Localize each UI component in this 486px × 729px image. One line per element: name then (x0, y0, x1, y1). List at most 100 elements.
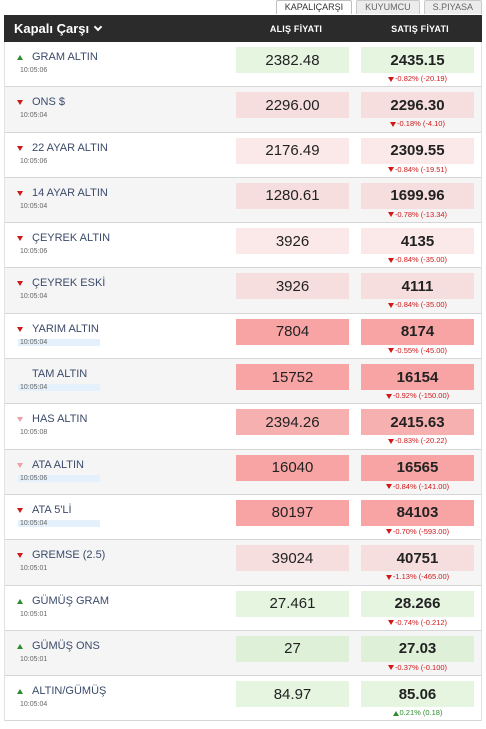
instrument-cell: ONS $ 10:05:04 (5, 87, 235, 131)
table-row[interactable]: ALTIN/GÜMÜŞ 10:05:04 84.97 85.06 0.21% (0.18… (5, 676, 481, 722)
instrument-name[interactable]: HAS ALTIN (32, 413, 88, 426)
instrument-name[interactable]: GÜMÜŞ ONS (32, 639, 100, 652)
triangle-up-icon (392, 710, 399, 716)
market-tabs: KAPALIÇARŞI KUYUMCU S.PIYASA (275, 0, 482, 14)
table-row[interactable]: TAM ALTIN 10:05:04 15752 16154 -0.92% (-150.… (5, 359, 481, 405)
table-row[interactable]: 22 AYAR ALTIN 10:05:06 2176.49 2309.55 -0.84… (5, 132, 481, 178)
ask-price: 4111 (361, 273, 474, 300)
trend-down-icon (17, 236, 23, 242)
instrument-cell: YARIM ALTIN 10:05:04 (5, 314, 235, 358)
market-selector[interactable]: Kapalı Çarşı (4, 21, 234, 36)
ask-price: 2309.55 (361, 137, 474, 164)
table-row[interactable]: GÜMÜŞ GRAM 10:05:01 27.461 28.266 -0.74% (-0… (5, 585, 481, 631)
instrument-name[interactable]: ÇEYREK ESKİ (32, 277, 106, 290)
tab-serbest-piyasa[interactable]: S.PIYASA (423, 0, 482, 14)
instrument-name[interactable]: GÜMÜŞ GRAM (32, 594, 109, 607)
ask-price: 40751 (361, 545, 474, 572)
price-change-text: -0.37% (-0.100) (394, 662, 448, 672)
tab-kuyumcu[interactable]: KUYUMCU (356, 0, 420, 14)
update-time: 10:05:06 (18, 474, 100, 482)
price-change-text: -0.55% (-45.00) (394, 345, 448, 355)
table-row[interactable]: ATA 5'Lİ 10:05:04 80197 84103 -0.70% (-593.0… (5, 494, 481, 541)
instrument-name[interactable]: GRAM ALTIN (32, 51, 98, 63)
trend-down-icon (17, 281, 23, 287)
instrument-cell: HAS ALTIN 10:05:08 (5, 404, 235, 448)
bid-price: 27.461 (236, 590, 349, 617)
bid-price: 80197 (236, 499, 349, 526)
price-change-text: -0.92% (-150.00) (392, 391, 450, 401)
instrument-cell: ATA ALTIN 10:05:06 (5, 450, 235, 494)
instrument-cell: GÜMÜŞ ONS 10:05:01 (5, 631, 235, 675)
instrument-name[interactable]: ATA ALTIN (32, 458, 84, 471)
instrument-cell: ATA 5'Lİ 10:05:04 (5, 495, 235, 539)
bid-price: 1280.61 (236, 182, 349, 209)
instrument-name[interactable]: ONS $ (32, 96, 66, 109)
ask-price: 16154 (361, 364, 474, 391)
update-time: 10:05:04 (18, 384, 100, 392)
triangle-down-icon (387, 257, 394, 263)
instrument-name[interactable]: ALTIN/GÜMÜŞ (32, 685, 107, 698)
ask-price: 4135 (361, 228, 474, 255)
price-change: -0.84% (-19.51) (361, 165, 474, 174)
ask-price: 27.03 (361, 635, 474, 662)
update-time: 10:05:01 (20, 610, 48, 618)
bid-price: 2394.26 (236, 409, 349, 436)
table-row[interactable]: YARIM ALTIN 10:05:04 7804 8174 -0.55% (-45.0… (5, 313, 481, 360)
instrument-cell: GRAM ALTIN 10:05:06 (5, 42, 235, 86)
instrument-name[interactable]: TAM ALTIN (32, 368, 88, 381)
trend-up-icon (17, 55, 23, 60)
price-change: -0.37% (-0.100) (361, 663, 474, 672)
update-time: 10:05:01 (20, 565, 48, 573)
triangle-down-icon (387, 167, 394, 173)
table-header: Kapalı Çarşı ALIŞ FİYATI SATIŞ FİYATI (4, 15, 482, 42)
ask-price: 84103 (361, 499, 474, 526)
ask-price: 16565 (361, 454, 474, 481)
instrument-name[interactable]: YARIM ALTIN (32, 322, 99, 335)
table-row[interactable]: GÜMÜŞ ONS 10:05:01 27 27.03 -0.37% (-0.100) (5, 630, 481, 677)
instrument-name[interactable]: ATA 5'Lİ (32, 503, 72, 516)
instrument-cell: GREMSE (2.5) 10:05:01 (5, 540, 235, 584)
price-change: -0.84% (-35.00) (361, 300, 474, 309)
price-change-text: -0.84% (-141.00) (392, 481, 450, 491)
trend-down-icon (17, 190, 23, 196)
price-rows: GRAM ALTIN 10:05:06 2382.48 2435.15 -0.82% (… (4, 42, 482, 722)
trend-up-icon (17, 689, 23, 695)
update-time: 10:05:04 (20, 293, 48, 301)
table-row[interactable]: ÇEYREK ESKİ 10:05:04 3926 4111 -0.84% (-35.0… (5, 268, 481, 314)
price-change: -0.84% (-35.00) (361, 255, 474, 264)
instrument-name[interactable]: GREMSE (2.5) (32, 549, 106, 562)
instrument-cell: ALTIN/GÜMÜŞ 10:05:04 (5, 676, 235, 720)
table-row[interactable]: HAS ALTIN 10:05:08 2394.26 2415.63 -0.83% (-… (5, 404, 481, 450)
trend-down-icon (17, 417, 23, 423)
triangle-down-icon (387, 76, 394, 82)
price-change-text: -0.78% (-13.34) (394, 209, 448, 219)
table-row[interactable]: ATA ALTIN 10:05:06 16040 16565 -0.84% (-141.… (5, 449, 481, 495)
trend-up-icon (17, 643, 23, 649)
price-change-text: -0.84% (-19.51) (394, 164, 448, 174)
update-time: 10:05:04 (20, 202, 48, 210)
table-row[interactable]: ONS $ 10:05:04 2296.00 2296.30 -0.18% (-4.10… (5, 87, 481, 133)
instrument-cell: ÇEYREK ESKİ 10:05:04 (5, 268, 235, 312)
price-change: 0.21% (0.18) (361, 708, 474, 717)
table-row[interactable]: GREMSE (2.5) 10:05:01 39024 40751 -1.13% (-4… (5, 540, 481, 586)
bid-price: 7804 (236, 318, 349, 345)
ask-price: 28.266 (361, 590, 474, 617)
bid-price: 2382.48 (236, 47, 349, 73)
triangle-down-icon (387, 212, 394, 218)
update-time: 10:05:04 (20, 701, 48, 709)
instrument-name[interactable]: 22 AYAR ALTIN (32, 141, 108, 154)
instrument-cell: ÇEYREK ALTIN 10:05:06 (5, 223, 235, 267)
instrument-name[interactable]: 14 AYAR ALTIN (32, 186, 108, 199)
table-row[interactable]: GRAM ALTIN 10:05:06 2382.48 2435.15 -0.82% (… (5, 42, 481, 88)
bid-price: 2176.49 (236, 137, 349, 164)
table-row[interactable]: ÇEYREK ALTIN 10:05:06 3926 4135 -0.84% (-35.… (5, 223, 481, 269)
market-selector-label: Kapalı Çarşı (14, 21, 90, 36)
bid-price: 2296.00 (236, 92, 349, 119)
tab-kapalicarsi[interactable]: KAPALIÇARŞI (275, 0, 353, 14)
triangle-down-icon (387, 438, 394, 444)
instrument-name[interactable]: ÇEYREK ALTIN (32, 232, 111, 245)
table-row[interactable]: 14 AYAR ALTIN 10:05:04 1280.61 1699.96 -0.78… (5, 177, 481, 224)
price-change-text: -1.13% (-465.00) (392, 572, 450, 582)
bid-price: 39024 (236, 545, 349, 572)
bid-price: 3926 (236, 228, 349, 255)
